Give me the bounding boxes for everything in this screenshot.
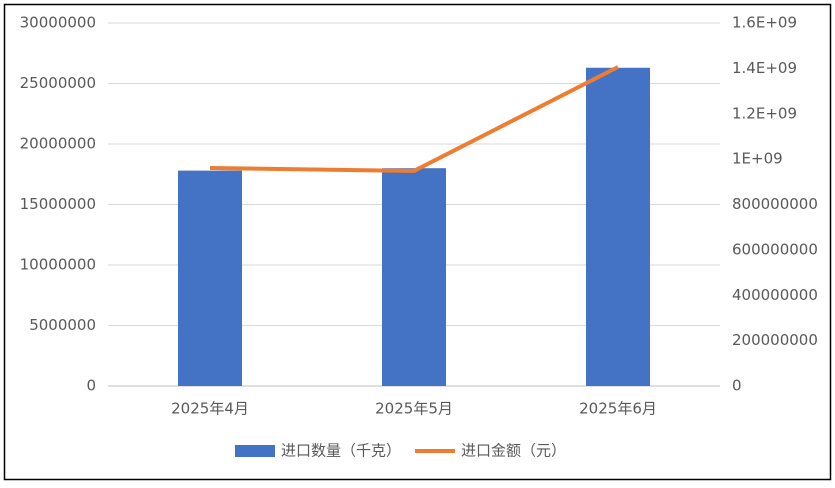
- x-tick-label: 2025年4月: [171, 400, 249, 418]
- bar: [178, 170, 242, 386]
- y2-tick-label: 200000000: [732, 331, 818, 349]
- y2-tick-label: 600000000: [732, 240, 818, 258]
- y-tick-label: 15000000: [20, 195, 96, 213]
- y2-tick-label: 400000000: [732, 286, 818, 304]
- y-tick-label: 5000000: [29, 316, 96, 334]
- y2-tick-label: 0: [732, 377, 742, 395]
- y-tick-label: 0: [86, 377, 96, 395]
- bar: [586, 67, 650, 387]
- legend-swatch: [235, 445, 275, 457]
- y2-tick-label: 800000000: [732, 195, 818, 213]
- y-tick-label: 20000000: [20, 135, 96, 153]
- y2-tick-label: 1.2E+09: [732, 104, 797, 122]
- y2-tick-label: 1E+09: [732, 150, 783, 168]
- bar: [382, 168, 446, 386]
- x-tick-label: 2025年6月: [579, 400, 657, 418]
- y2-tick-label: 1.4E+09: [732, 59, 797, 77]
- y-tick-label: 25000000: [20, 74, 96, 92]
- y2-tick-label: 1.6E+09: [732, 14, 797, 32]
- y-tick-label: 30000000: [20, 14, 96, 32]
- y-tick-label: 10000000: [20, 256, 96, 274]
- legend-label: 进口金额（元）: [461, 442, 566, 460]
- line: [209, 65, 619, 173]
- legend-label: 进口数量（千克）: [281, 442, 401, 460]
- x-tick-label: 2025年5月: [375, 400, 453, 418]
